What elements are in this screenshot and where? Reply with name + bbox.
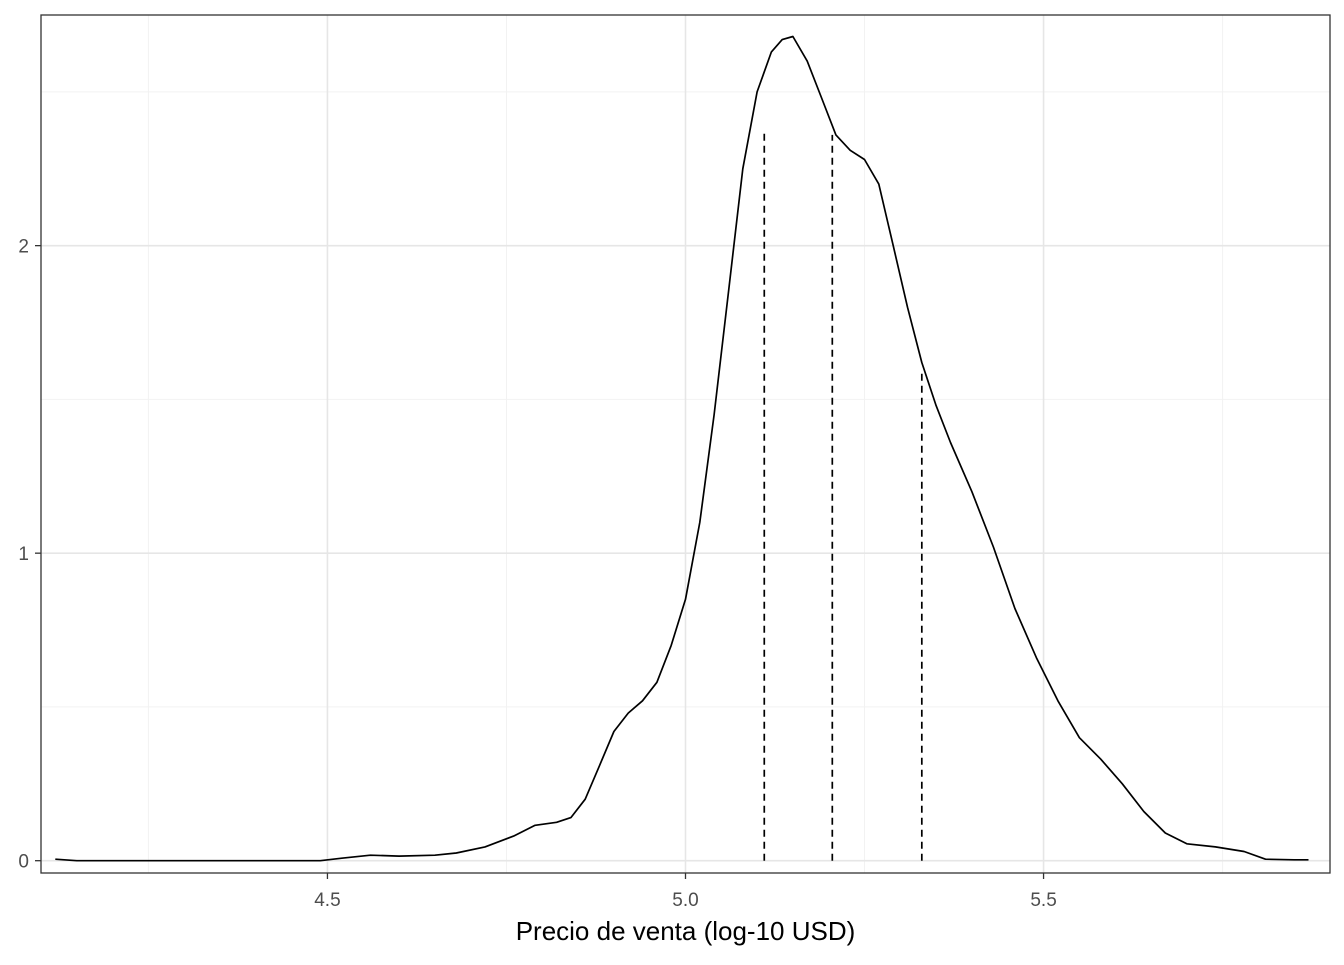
x-tick-label: 5.0 xyxy=(672,890,698,911)
density-curve xyxy=(55,35,1309,862)
x-axis: 4.5 5.0 5.5 xyxy=(314,873,1057,911)
x-axis-title: Precio de venta (log-10 USD) xyxy=(516,916,856,946)
quantile-lines xyxy=(763,128,923,861)
y-axis: 0 1 2 xyxy=(18,237,41,873)
x-tick-label: 4.5 xyxy=(314,890,340,911)
y-tick-label: 1 xyxy=(18,544,29,565)
x-tick-label: 5.5 xyxy=(1030,890,1056,911)
y-tick-label: 0 xyxy=(18,852,29,873)
y-tick-label: 2 xyxy=(18,237,29,258)
major-gridlines xyxy=(41,15,1330,873)
density-series xyxy=(55,35,1309,862)
